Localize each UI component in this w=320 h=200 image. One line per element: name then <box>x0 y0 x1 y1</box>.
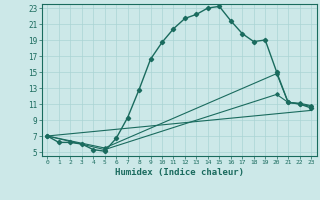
X-axis label: Humidex (Indice chaleur): Humidex (Indice chaleur) <box>115 168 244 177</box>
